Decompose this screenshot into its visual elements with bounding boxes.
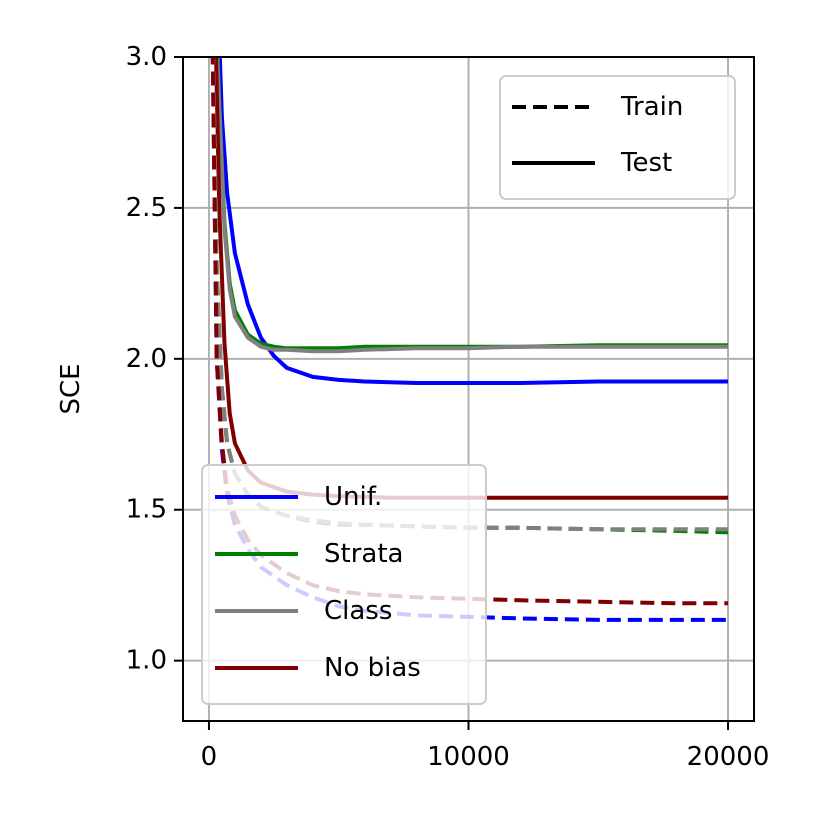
x-tick-label: 20000 bbox=[687, 742, 770, 772]
color-legend: Unif. Strata Class No bias bbox=[201, 464, 487, 705]
style-legend-label: Test bbox=[620, 148, 672, 178]
y-tick-label: 2.5 bbox=[126, 193, 167, 223]
x-tick-label: 10000 bbox=[427, 742, 510, 772]
axes: 0 10000 20000 1.0 1.5 2.0 2.5 3.0 SCE bbox=[56, 42, 769, 772]
color-legend-label: Unif. bbox=[324, 482, 382, 512]
style-legend-box bbox=[499, 75, 736, 200]
style-legend: Train Test bbox=[499, 75, 736, 200]
color-legend-label: No bias bbox=[324, 653, 421, 683]
color-legend-box bbox=[201, 464, 487, 705]
y-tick-label: 2.0 bbox=[126, 344, 167, 374]
y-tick-label: 3.0 bbox=[126, 42, 167, 72]
style-legend-label: Train bbox=[620, 92, 683, 122]
y-axis-label: SCE bbox=[56, 363, 86, 414]
series-line-class-test bbox=[215, 57, 728, 354]
series-line-unif-test bbox=[217, 57, 728, 385]
legends: Train Test Unif. Strata Class No bias bbox=[201, 75, 736, 705]
y-tick-label: 1.5 bbox=[126, 495, 167, 525]
y-tick-label: 1.0 bbox=[126, 646, 167, 676]
color-legend-label: Strata bbox=[324, 539, 403, 569]
x-tick-label: 0 bbox=[201, 742, 218, 772]
color-legend-label: Class bbox=[324, 596, 392, 626]
